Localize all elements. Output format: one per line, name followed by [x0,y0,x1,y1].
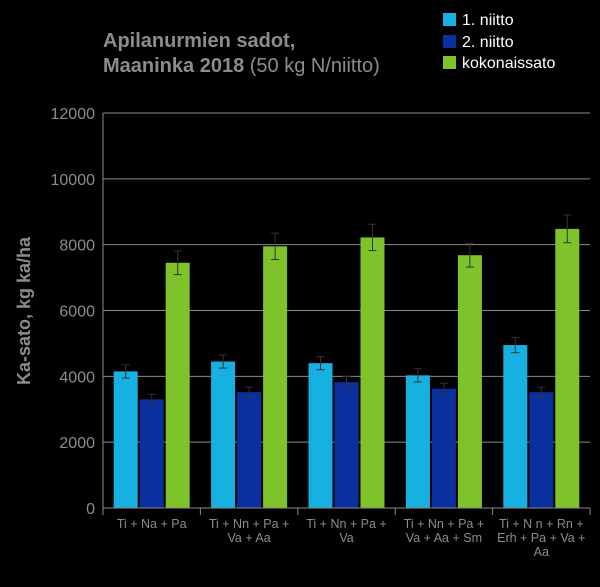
error-bar-5-2 [537,386,546,398]
category-label-5-line-1: Ti + N n + Rn + [499,517,584,531]
legend-label-1-niitto: 1. niitto [462,12,514,29]
bar-2-2 [237,392,262,508]
bar-4-2 [431,388,456,508]
bar-4-1 [405,375,430,508]
axes [102,113,591,515]
chart-title-line1: Apilanurmien sadot, [103,30,295,52]
legend-swatch-kokonaissato [443,56,456,69]
category-label-4-line-1: Ti + Nn + Pa + [404,517,484,531]
y-tick-2000: 2000 [59,435,95,452]
y-tick-10000: 10000 [51,172,96,189]
category-label-4-line-2: Va + Aa + Sm [406,531,482,545]
y-tick-12000: 12000 [51,106,96,123]
error-bar-1-1 [121,364,130,379]
category-label-2-line-2: Va + Aa [227,531,270,545]
bar-3-3 [360,237,385,509]
y-tick-8000: 8000 [59,238,95,255]
error-bar-2-3 [271,232,280,260]
chart-title-light: (50 kg N/niitto) [244,55,380,77]
category-label-5-line-2: Erh + Pa + Va + [497,531,585,545]
error-bar-4-1 [413,368,422,383]
y-tick-6000: 6000 [59,304,95,321]
category-label-1-line-1: Ti + Na + Pa [117,517,187,531]
legend-swatch-2-niitto [443,35,456,48]
error-bar-5-1 [511,336,520,354]
y-tick-4000: 4000 [59,369,95,386]
legend-label-2-niitto: 2. niitto [462,34,514,51]
category-label-5: Ti + N n + Rn + Erh + Pa + Va + Aa [497,517,585,559]
chart-title-bold: Maaninka 2018 [103,55,244,77]
legend-label-kokonaissato: kokonaissato [462,55,555,72]
category-label-1: Ti + Na + Pa [117,517,187,531]
category-label-3-line-1: Ti + Nn + Pa + [306,517,386,531]
bar-3-1 [308,363,333,508]
error-bar-3-3 [368,223,377,252]
error-bar-1-2 [147,393,156,405]
y-axis-label: Ka-sato, kg ka/ha [14,236,34,385]
error-bar-2-1 [219,354,228,369]
bars [113,228,580,509]
bar-5-1 [503,345,528,508]
error-bar-4-2 [439,382,448,395]
bar-5-3 [555,228,580,508]
bar-1-1 [113,371,138,508]
y-tick-labels: 0 2000 4000 6000 8000 10000 12000 [51,106,96,518]
error-bar-4-3 [465,242,474,268]
bar-5-2 [529,392,554,508]
bar-2-3 [263,246,288,508]
bar-1-2 [139,399,164,508]
category-label-4: Ti + Nn + Pa + Va + Aa + Sm [404,517,484,545]
error-bar-3-2 [342,375,351,389]
category-label-2: Ti + Nn + Pa + Va + Aa [209,517,289,545]
bar-4-3 [457,255,482,508]
chart-title-line2: Maaninka 2018 (50 kg N/niitto) [103,55,380,77]
bar-2-1 [211,361,236,508]
category-label-2-line-1: Ti + Nn + Pa + [209,517,289,531]
error-bar-2-2 [245,386,254,398]
category-label-5-line-3: Aa [534,545,549,559]
legend-swatch-1-niitto [443,13,456,26]
bar-3-2 [334,382,359,508]
category-label-3: Ti + Nn + Pa + Va [306,517,386,545]
error-bar-1-3 [173,250,182,276]
category-label-3-line-2: Va [339,531,353,545]
error-bar-5-3 [563,214,572,244]
y-tick-0: 0 [86,501,95,518]
error-bars [121,214,572,405]
legend: 1. niitto 2. niitto kokonaissato [443,12,555,72]
bar-1-3 [165,262,190,508]
error-bar-3-1 [316,356,325,371]
